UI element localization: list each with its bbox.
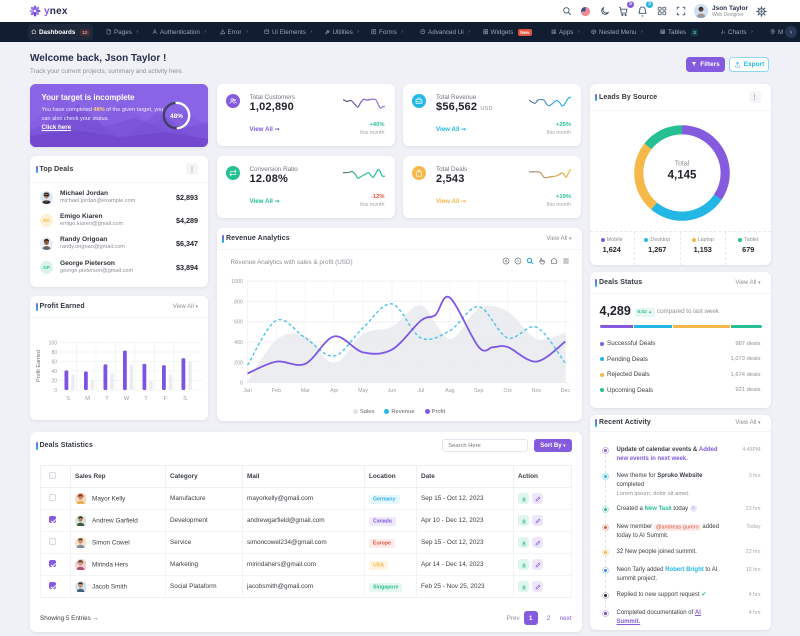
- svg-text:F: F: [164, 396, 168, 402]
- svg-text:600: 600: [234, 320, 243, 326]
- svg-text:S: S: [183, 396, 187, 402]
- svg-text:S: S: [66, 396, 70, 402]
- svg-text:Aug: Aug: [445, 388, 454, 394]
- svg-text:Feb: Feb: [271, 388, 280, 394]
- svg-text:Total: Total: [674, 160, 689, 167]
- svg-text:T: T: [105, 396, 109, 402]
- svg-text:0: 0: [54, 388, 57, 394]
- svg-text:4,145: 4,145: [667, 169, 696, 181]
- svg-text:40: 40: [51, 369, 57, 375]
- svg-text:Profit Earned: Profit Earned: [36, 350, 42, 382]
- svg-text:Apr: Apr: [330, 388, 338, 394]
- svg-text:Jan: Jan: [243, 388, 252, 394]
- svg-text:May: May: [358, 388, 368, 394]
- svg-text:20: 20: [51, 379, 57, 385]
- svg-text:400: 400: [234, 340, 243, 346]
- svg-text:M: M: [85, 396, 90, 402]
- svg-text:Jun: Jun: [387, 388, 396, 394]
- svg-text:80: 80: [51, 350, 57, 356]
- svg-text:0: 0: [240, 381, 243, 387]
- svg-text:T: T: [144, 396, 148, 402]
- svg-text:48%: 48%: [170, 113, 183, 120]
- svg-text:W: W: [124, 396, 130, 402]
- svg-text:Jul: Jul: [417, 388, 424, 394]
- svg-text:200: 200: [234, 360, 243, 366]
- svg-text:100: 100: [49, 341, 58, 347]
- svg-text:Dec: Dec: [560, 388, 570, 394]
- svg-text:Sep: Sep: [473, 388, 482, 394]
- svg-text:Oct: Oct: [503, 388, 512, 394]
- svg-text:1000: 1000: [231, 279, 243, 285]
- svg-text:Mar: Mar: [300, 388, 309, 394]
- svg-text:Nov: Nov: [531, 388, 541, 394]
- svg-text:800: 800: [234, 299, 243, 305]
- svg-text:60: 60: [51, 360, 57, 366]
